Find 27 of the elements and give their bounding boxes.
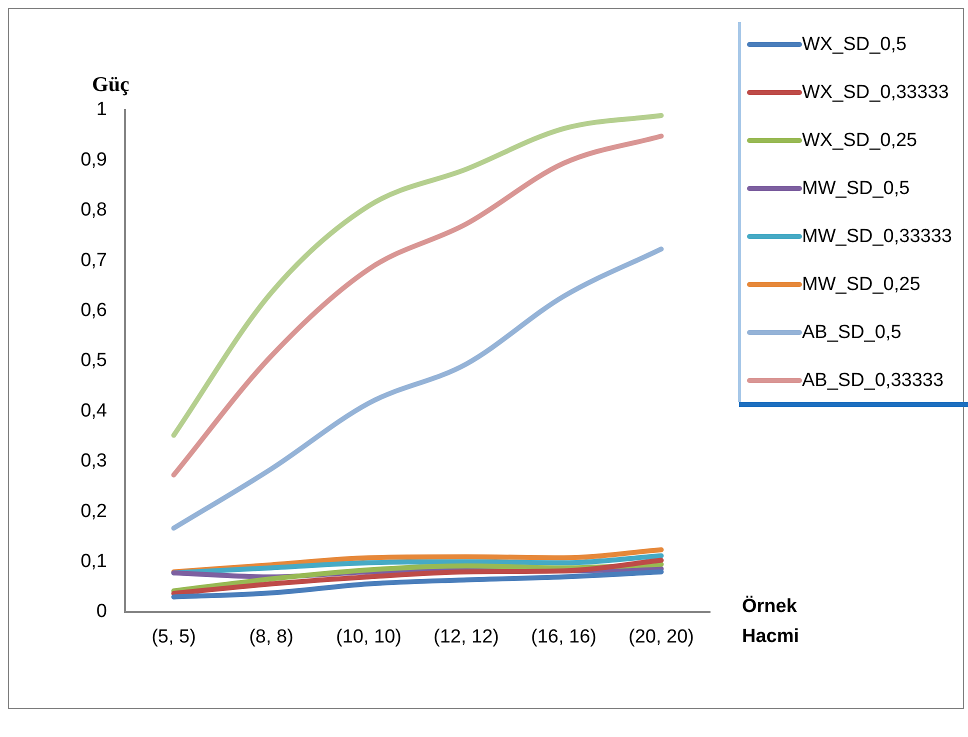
y-tick-label: 0,2 <box>80 500 107 522</box>
legend-label: WX_SD_0,5 <box>802 33 908 57</box>
y-tick-label: 0,7 <box>80 250 107 271</box>
legend-label: MW_SD_0,5 <box>802 177 911 201</box>
y-tick-label: 0,4 <box>80 400 108 422</box>
x-tick-label: (16, 16) <box>531 626 596 648</box>
x-tick-label: (12, 12) <box>434 626 499 648</box>
legend-label: AB_SD_0,5 <box>802 321 902 345</box>
y-tick-label: 0,8 <box>80 200 107 221</box>
x-axis-title: Örnek Hacmi <box>742 594 800 649</box>
y-tick-label: 0,9 <box>80 149 107 170</box>
x-tick-label: (8, 8) <box>249 626 294 648</box>
legend-label: AB_SD_0,33333 <box>802 369 945 393</box>
y-tick-label: 0 <box>96 601 107 622</box>
legend-label: MW_SD_0,25 <box>802 273 922 297</box>
y-tick-label: 1 <box>96 99 107 120</box>
legend-label: WX_SD_0,25 <box>802 129 918 153</box>
x-tick-label: (10, 10) <box>336 626 402 648</box>
legend-label: MW_SD_0,33333 <box>802 225 953 249</box>
y-tick-label: 0,3 <box>80 450 107 472</box>
y-axis-title: Güç <box>92 72 130 97</box>
x-tick-label: (5, 5) <box>152 626 196 648</box>
legend-label: WX_SD_0,33333 <box>802 81 950 105</box>
x-tick-label: (20, 20) <box>628 626 694 648</box>
y-tick-label: 0,5 <box>80 350 107 372</box>
y-tick-label: 0,6 <box>80 300 107 322</box>
y-tick-label: 0,1 <box>80 551 107 572</box>
